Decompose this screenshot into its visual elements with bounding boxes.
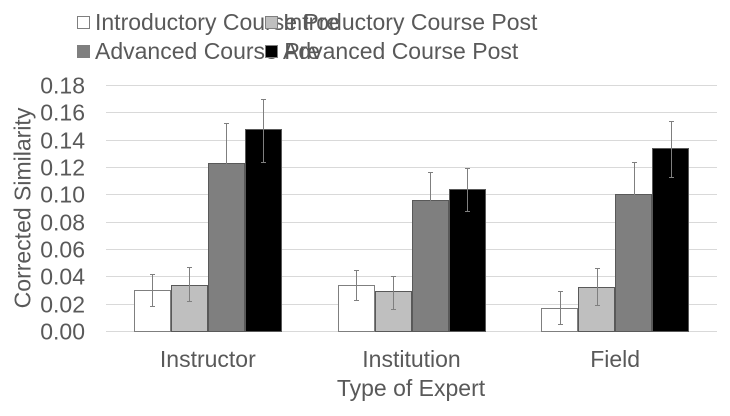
error-bar [263, 98, 265, 162]
y-tick-label: 0.08 [40, 209, 85, 236]
error-bar-cap [224, 123, 230, 125]
error-bar-cap [428, 228, 433, 230]
chart-legend: Introductory Course Pre Introductory Cou… [0, 0, 730, 70]
x-axis-title: Type of Expert [336, 375, 486, 401]
gridline [106, 112, 717, 113]
legend-label: Introductory Course Post [283, 9, 538, 35]
y-tick-label: 0.14 [40, 127, 85, 154]
error-bar-cap [150, 273, 156, 275]
error-bar-cap [224, 201, 230, 203]
error-bar-cap [557, 291, 563, 293]
error-bar-cap [631, 228, 637, 230]
legend-label: Advanced Course Pre [95, 38, 321, 64]
y-tick-label: 0.06 [40, 236, 85, 263]
bar [411, 199, 449, 332]
gridline [106, 167, 717, 168]
error-bar-cap [465, 168, 470, 170]
bar [448, 188, 486, 332]
error-bar [670, 120, 672, 177]
error-bar-cap [594, 305, 600, 307]
legend-item-intro-pre: Introductory Course Pre [77, 9, 339, 35]
gridline [106, 140, 717, 141]
error-bar-cap [465, 210, 470, 212]
error-bar-cap [631, 161, 637, 163]
error-bar [559, 291, 561, 325]
error-bar-cap [261, 98, 267, 100]
y-tick-label: 0.10 [40, 181, 85, 208]
error-bar-cap [391, 276, 396, 278]
error-bar-cap [668, 120, 674, 122]
error-bar [226, 123, 228, 202]
legend-swatch-icon [265, 15, 278, 29]
x-tick-label: Institution [362, 346, 461, 372]
y-tick-label: 0.12 [40, 154, 85, 181]
legend-swatch-icon [77, 44, 90, 58]
y-tick-label: 0.16 [40, 99, 85, 126]
y-tick-label: 0.00 [40, 318, 85, 345]
error-bar-cap [187, 266, 193, 268]
error-bar-cap [428, 172, 433, 174]
legend-item-intro-post: Introductory Course Post [265, 9, 537, 35]
legend-label: Advanced Course Post [283, 38, 519, 64]
error-bar-cap [187, 300, 193, 302]
error-bar [393, 276, 394, 310]
legend-swatch-icon [265, 44, 278, 58]
error-bar-cap [354, 299, 359, 301]
y-tick-label: 0.18 [40, 72, 85, 99]
error-bar [430, 172, 431, 229]
legend-label: Introductory Course Pre [95, 9, 340, 35]
error-bar [596, 268, 598, 306]
y-tick-label: 0.02 [40, 291, 85, 318]
gridline [106, 194, 717, 195]
error-bar-cap [594, 268, 600, 270]
error-bar [152, 273, 154, 307]
error-bar [189, 266, 191, 301]
bar [244, 128, 282, 332]
y-tick-label: 0.04 [40, 263, 85, 290]
error-bar-cap [150, 306, 156, 308]
gridline [106, 85, 717, 86]
error-bar-cap [557, 324, 563, 326]
error-bar-cap [391, 309, 396, 311]
error-bar [633, 161, 635, 229]
error-bar-cap [668, 176, 674, 178]
error-bar-cap [354, 269, 359, 271]
bar [652, 147, 690, 332]
x-tick-label: Instructor [159, 346, 256, 372]
bar [374, 291, 412, 332]
error-bar [467, 168, 468, 211]
legend-item-adv-post: Advanced Course Post [265, 38, 518, 64]
error-bar-cap [261, 161, 267, 163]
legend-swatch-icon [77, 15, 90, 29]
x-tick-label: Field [590, 346, 641, 372]
legend-item-adv-pre: Advanced Course Pre [77, 38, 320, 64]
error-bar [356, 269, 357, 300]
